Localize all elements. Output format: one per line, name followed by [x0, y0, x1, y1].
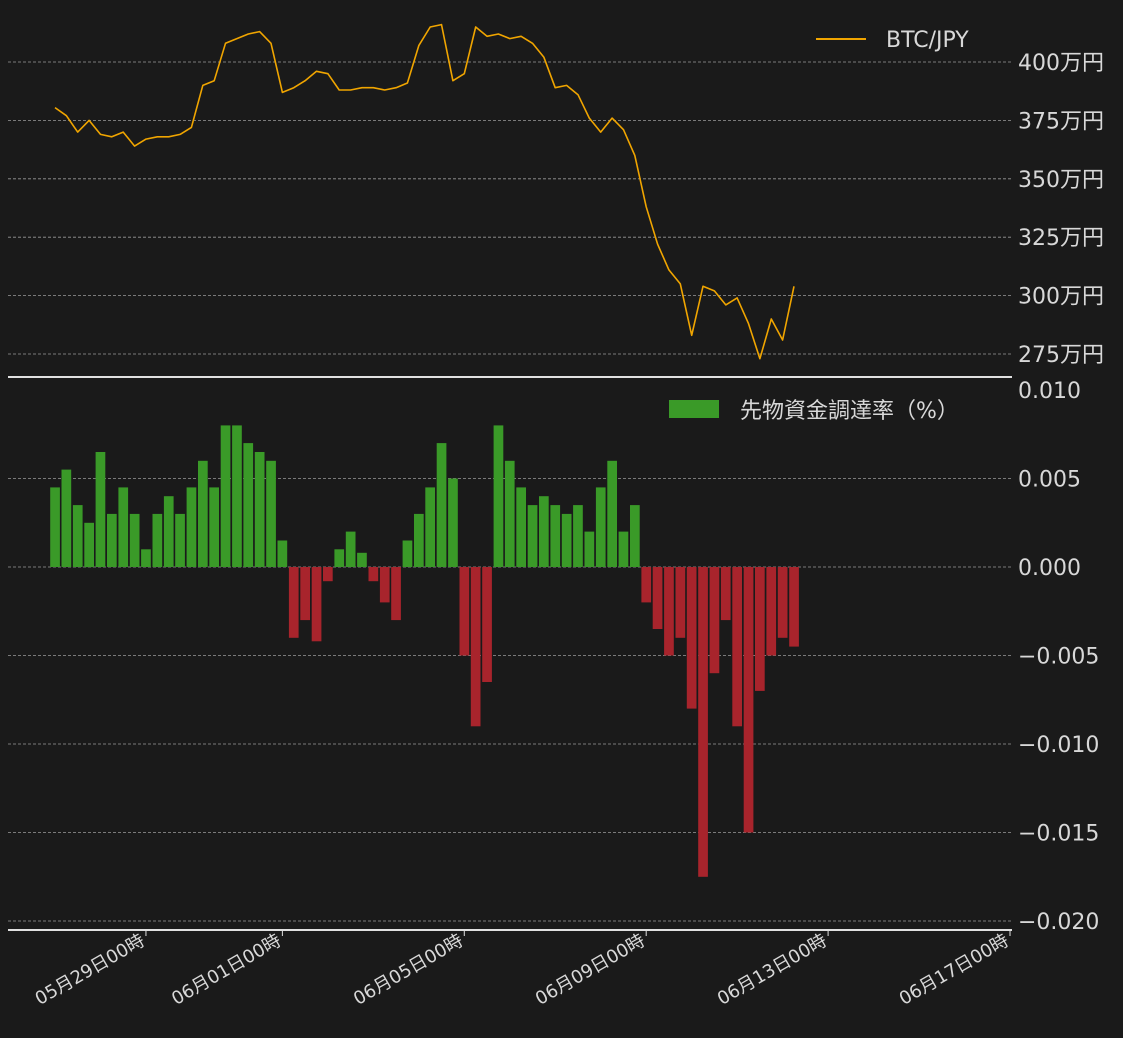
funding-rate-bar: [675, 567, 686, 638]
time-tick-label: 06月01日00時: [168, 930, 285, 1010]
funding-tick-label: 0.005: [1018, 468, 1081, 493]
funding-rate-bar: [607, 460, 617, 567]
price-tick-label: 375万円: [1018, 109, 1104, 134]
funding-rate-bar: [470, 567, 481, 727]
price-tick-label: 325万円: [1018, 226, 1104, 251]
funding-rate-bar: [129, 513, 140, 567]
time-tick-label: 05月29日00時: [32, 930, 149, 1010]
funding-rate-bar: [595, 487, 606, 567]
legend-label-funding-rate: 先物資金調達率（%）: [740, 399, 959, 424]
funding-rate-bar: [300, 567, 310, 621]
price-tick-label: 400万円: [1018, 51, 1104, 76]
funding-tick-label: 0.000: [1018, 556, 1081, 581]
funding-rate-bar: [652, 567, 663, 629]
funding-rate-bar: [84, 522, 94, 568]
funding-rate-bar: [766, 567, 777, 656]
btc-jpy-line: [54, 23, 795, 360]
funding-rate-bar: [732, 567, 742, 727]
funding-tick-label: −0.005: [1018, 645, 1099, 670]
funding-rate-bar: [277, 540, 288, 567]
funding-rate-bar: [720, 567, 731, 621]
legend-label-btc-jpy: BTC/JPY: [886, 28, 969, 53]
funding-rate-bar: [789, 567, 799, 647]
funding-rate-bar: [504, 460, 515, 567]
funding-rate-bar: [163, 496, 174, 567]
funding-rate-bar: [425, 487, 435, 567]
price-tick-label: 350万円: [1018, 168, 1104, 193]
funding-rate-bar: [107, 513, 117, 567]
funding-rate-bar: [402, 540, 413, 567]
funding-rate-bar: [186, 487, 197, 567]
legend-swatch-funding-rate: [669, 400, 719, 418]
funding-rate-bar: [584, 531, 595, 567]
funding-rate-bar: [323, 567, 333, 582]
funding-rate-bar: [118, 487, 129, 567]
funding-rate-bar: [266, 460, 276, 567]
funding-rate-bar: [357, 552, 367, 567]
funding-rate-bar: [698, 567, 708, 877]
funding-rate-bar: [664, 567, 674, 656]
funding-rate-bar: [345, 531, 356, 567]
funding-rate-bar: [630, 505, 640, 567]
funding-rate-bar: [527, 505, 538, 567]
funding-rate-bar: [141, 549, 151, 567]
time-tick-label: 06月09日00時: [532, 930, 649, 1010]
funding-tick-label: 0.010: [1018, 379, 1081, 404]
price-tick-label: 300万円: [1018, 285, 1104, 310]
funding-rate-bar: [743, 567, 754, 833]
funding-rate-bar: [72, 505, 83, 567]
funding-rate-bar: [482, 567, 492, 682]
funding-rate-bar: [220, 425, 231, 567]
time-tick-label: 06月13日00時: [714, 930, 831, 1010]
funding-rate-bar: [414, 513, 424, 567]
funding-rate-bar: [573, 505, 583, 567]
funding-rate-bar: [777, 567, 788, 638]
funding-rate-bar: [61, 469, 72, 567]
funding-rate-bar: [539, 496, 549, 567]
funding-rate-bar: [152, 513, 163, 567]
funding-rate-bar: [516, 487, 526, 567]
funding-rate-bar: [686, 567, 697, 709]
funding-rate-bar: [493, 425, 504, 567]
funding-rate-bar: [232, 425, 242, 567]
funding-rate-bar: [209, 487, 219, 567]
funding-rate-bar: [50, 487, 60, 567]
funding-rate-bar: [95, 452, 106, 567]
funding-rate-bar: [243, 443, 254, 567]
funding-rate-bar: [391, 567, 401, 621]
funding-rate-bar: [459, 567, 470, 656]
time-tick-label: 06月05日00時: [350, 930, 467, 1010]
funding-rate-bar: [368, 567, 379, 582]
funding-tick-label: −0.020: [1018, 910, 1099, 935]
funding-rate-bar: [755, 567, 765, 691]
time-tick-label: 06月17日00時: [896, 930, 1013, 1010]
funding-rate-bar: [641, 567, 652, 603]
funding-rate-bar: [709, 567, 720, 674]
funding-rate-bar: [618, 531, 629, 567]
funding-rate-bar: [311, 567, 322, 642]
funding-rate-bar: [334, 549, 345, 567]
funding-rate-bar: [198, 460, 208, 567]
funding-rate-bar: [175, 513, 185, 567]
funding-rate-bar: [379, 567, 390, 603]
funding-tick-label: −0.010: [1018, 733, 1099, 758]
price-tick-label: 275万円: [1018, 343, 1104, 368]
funding-rate-bar: [436, 443, 447, 567]
funding-tick-label: −0.015: [1018, 822, 1099, 847]
funding-rate-bar: [561, 513, 572, 567]
funding-rate-bar: [288, 567, 299, 638]
funding-rate-bar: [254, 452, 265, 567]
funding-rate-bar: [448, 478, 458, 567]
funding-rate-bar: [550, 505, 561, 567]
